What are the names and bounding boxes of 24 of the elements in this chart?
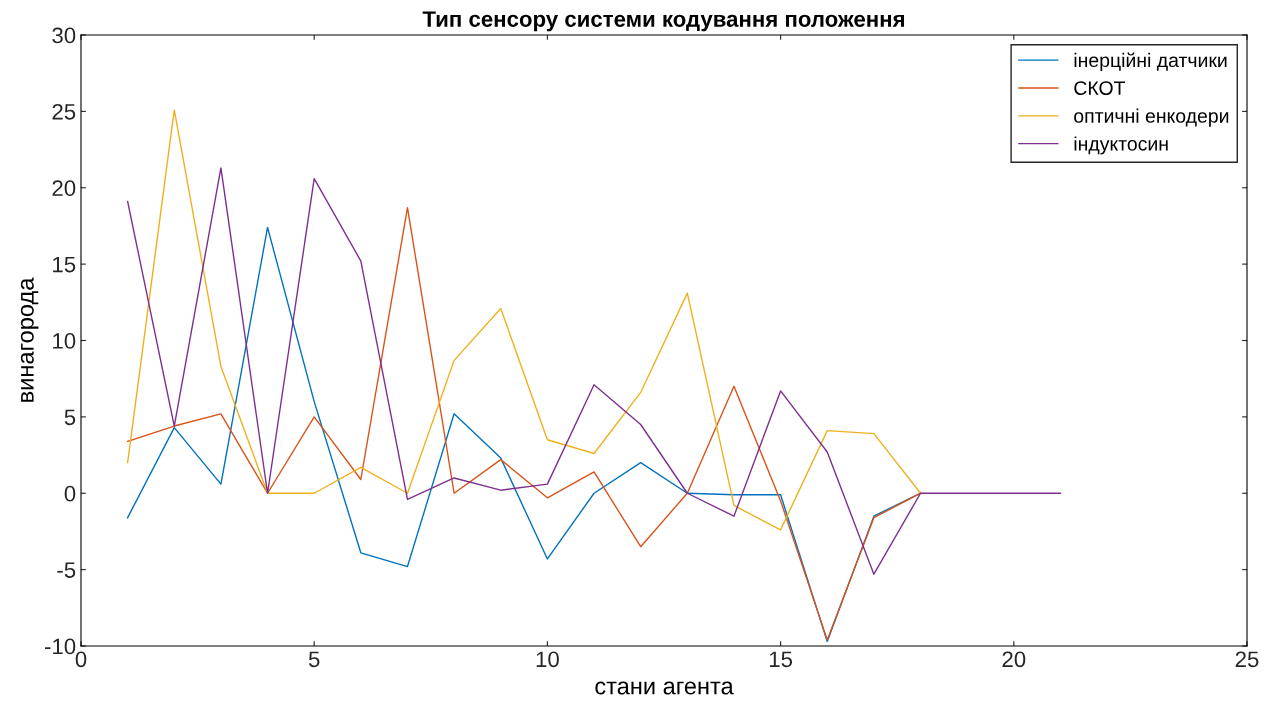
- legend-label: інерційні датчики: [1074, 52, 1227, 71]
- line-series: [126, 109, 922, 531]
- y-tick-label: 15: [53, 256, 76, 273]
- x-tick-label: 25: [1235, 651, 1259, 668]
- y-tick-label: -5: [57, 562, 76, 578]
- x-tick-label: 15: [769, 651, 793, 668]
- y-tick-label: 20: [52, 180, 76, 197]
- y-tick-label: 10: [53, 333, 76, 349]
- y-tick-label: 5: [64, 409, 76, 426]
- y-tick-label: 30: [52, 27, 76, 44]
- legend-label: СКОТ: [1074, 81, 1126, 95]
- x-tick-label: 5: [308, 651, 320, 668]
- y-tick-label: -10: [45, 638, 76, 655]
- legend-label: оптичні енкодери: [1074, 108, 1229, 127]
- chart-title: Тип сенсору системи кодування положення: [422, 11, 905, 32]
- x-tick-label: 20: [1002, 651, 1026, 668]
- y-tick-label: 0: [64, 485, 76, 502]
- y-tick-label: 25: [52, 103, 76, 120]
- y-axis-title: винагорода: [20, 277, 39, 402]
- legend-label: індуктосин: [1074, 136, 1168, 155]
- x-axis-title: стани агента: [595, 681, 734, 695]
- x-tick-label: 10: [536, 651, 559, 668]
- x-tick-label: 0: [75, 651, 87, 668]
- line-series: [126, 167, 1062, 575]
